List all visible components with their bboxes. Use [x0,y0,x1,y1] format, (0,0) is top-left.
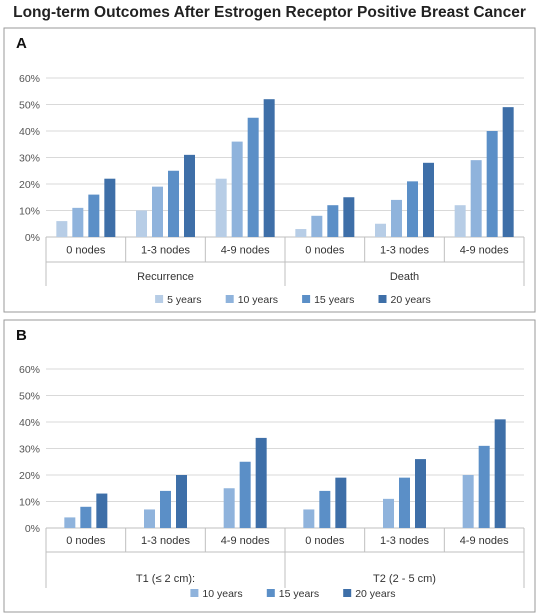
y-tick-label: 40% [19,126,40,138]
panel-frame [3,319,536,613]
legend-label: 20 years [391,294,431,306]
legend-label: 20 years [355,588,395,600]
bar [239,461,251,528]
legend-label: 10 years [202,588,242,600]
legend-swatch [302,295,311,303]
bar [255,437,267,528]
bar [144,509,155,528]
bar [247,117,259,237]
bar [383,498,394,528]
bar [375,223,386,237]
bar [184,154,195,237]
bar [231,141,243,237]
bar [88,194,100,237]
x-category-label: 4-9 nodes [221,535,270,547]
bar [160,490,171,528]
legend-swatch [343,589,352,597]
legend-label: 5 years [167,294,201,306]
bar [502,107,514,238]
bar [343,197,355,237]
panel-label: A [16,35,27,52]
bar [64,517,76,528]
bar [470,160,482,237]
y-tick-label: 50% [19,100,40,112]
x-category-label: 0 nodes [305,535,345,547]
panel-label: B [16,327,27,344]
bar [319,490,331,528]
bar [486,131,498,237]
x-category-label: 1-3 nodes [380,245,429,257]
bar [494,419,506,528]
legend-swatch [225,295,234,303]
x-category-label: 0 nodes [305,245,345,257]
bar [223,488,235,528]
bar [72,207,84,237]
bar [168,170,179,237]
y-tick-label: 60% [19,73,40,85]
y-tick-label: 20% [19,470,40,482]
bar [399,477,410,528]
y-tick-label: 10% [19,206,40,218]
legend-swatch [266,589,275,597]
bar [176,475,187,528]
bar [96,493,108,528]
bar [407,181,418,237]
bar [215,178,227,237]
x-category-label: 1-3 nodes [380,535,429,547]
x-category-label: 4-9 nodes [221,245,270,257]
bar [454,205,466,237]
legend-swatch [378,295,387,303]
bar [295,229,307,237]
bar [311,215,323,237]
x-group-label: T1 (≤ 2 cm): [136,573,195,585]
bar [56,221,68,237]
bar [80,506,92,528]
chart-title: Long-term Outcomes After Estrogen Recept… [13,4,526,21]
x-category-label: 0 nodes [66,535,106,547]
legend-swatch [190,589,199,597]
x-category-label: 1-3 nodes [141,245,190,257]
bar [478,445,490,528]
y-tick-label: 20% [19,179,40,191]
y-tick-label: 60% [19,364,40,376]
x-category-label: 4-9 nodes [460,245,509,257]
y-tick-label: 30% [19,444,40,456]
panel-frame [3,27,536,313]
x-group-label: T2 (2 - 5 cm) [373,573,436,585]
y-tick-label: 0% [25,523,40,535]
y-tick-label: 40% [19,417,40,429]
x-group-label: Recurrence [137,271,194,283]
bar [415,459,426,528]
x-category-label: 1-3 nodes [141,535,190,547]
legend-swatch [155,295,164,303]
legend-label: 15 years [314,294,354,306]
x-category-label: 0 nodes [66,245,106,257]
bar [104,178,116,237]
bar [136,210,147,237]
bar [303,509,315,528]
bar [391,199,402,237]
bar [327,205,339,237]
y-tick-label: 50% [19,391,40,403]
bar [462,475,474,528]
y-tick-label: 30% [19,153,40,165]
y-tick-label: 0% [25,232,40,244]
bar [335,477,347,528]
bar [152,186,163,237]
bar [423,162,434,237]
x-group-label: Death [390,271,419,283]
legend-label: 15 years [279,588,319,600]
bar [263,99,275,237]
x-category-label: 4-9 nodes [460,535,509,547]
legend-label: 10 years [238,294,278,306]
y-tick-label: 10% [19,497,40,509]
